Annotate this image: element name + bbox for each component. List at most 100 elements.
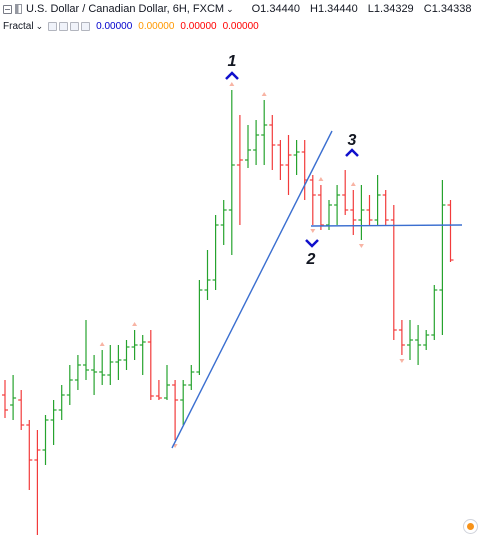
ohlc-bar <box>269 115 276 170</box>
flag-icon <box>15 4 22 14</box>
pattern-marker-1: 1 <box>225 53 239 80</box>
ohlc-bar <box>398 320 405 355</box>
ohlc-bar <box>42 415 49 465</box>
ohlc-bar <box>253 120 260 165</box>
chevron-up-icon <box>345 148 359 157</box>
ohlc-bar <box>245 125 251 168</box>
chevron-down-icon[interactable]: ⌄ <box>226 3 234 14</box>
trendline-rising[interactable] <box>171 130 333 449</box>
pattern-label-3: 3 <box>348 132 357 149</box>
chevron-up-icon <box>225 71 239 80</box>
tradingview-logo-icon[interactable] <box>463 519 478 534</box>
fractal-marker <box>399 359 405 363</box>
ohlc-bar <box>431 285 438 340</box>
ohlc-bar <box>196 280 203 375</box>
ohlc-bar <box>374 175 381 225</box>
ohlc-bar <box>317 185 324 230</box>
ohlc-bar <box>301 140 308 200</box>
open-value: O1.34440 <box>251 3 300 15</box>
ohlc-bar <box>350 190 357 235</box>
indicator-value-3: 0.00000 <box>180 20 217 32</box>
ohlc-bar <box>155 380 162 400</box>
ohlc-bar <box>366 195 373 225</box>
ohlc-bar <box>164 365 170 400</box>
ohlc-bar <box>172 380 179 440</box>
ohlc-bar <box>115 345 122 380</box>
trendline-horizontal[interactable] <box>310 224 463 227</box>
ohlc-bar <box>277 140 284 180</box>
symbol-legend-row: U.S. Dollar / Canadian Dollar, 6H, FXCM … <box>0 1 478 17</box>
ohlc-bar <box>123 340 130 370</box>
fractal-markers-layer <box>99 82 405 448</box>
close-icon[interactable] <box>81 21 91 31</box>
ohlc-bar <box>18 390 25 430</box>
price-bars-layer <box>2 90 454 535</box>
fractal-marker <box>261 92 267 96</box>
ohlc-bar <box>228 90 235 255</box>
close-value: C1.34338 <box>423 3 472 15</box>
ohlc-bar <box>91 355 98 395</box>
ohlc-bar <box>99 350 106 385</box>
chart-legend-header: U.S. Dollar / Canadian Dollar, 6H, FXCM … <box>0 0 500 36</box>
ohlc-bar <box>447 200 454 262</box>
fractal-marker <box>229 82 235 86</box>
ohlc-values: O1.34440 H1.34440 L1.34329 C1.34338 <box>252 3 479 15</box>
ohlc-bar <box>309 175 316 225</box>
ohlc-bar <box>180 380 187 425</box>
fractal-marker <box>310 229 316 233</box>
ohlc-bar <box>147 330 154 400</box>
ohlc-bar <box>390 205 397 340</box>
ohlc-bar <box>334 185 341 225</box>
ohlc-bar <box>326 200 332 230</box>
indicator-value-4: 0.00000 <box>222 20 259 32</box>
indicator-legend-row: Fractal ⌄ 0.00000 0.00000 0.00000 0.0000… <box>0 18 259 34</box>
ohlc-bar <box>10 375 17 420</box>
ohlc-bar <box>293 140 300 175</box>
ohlc-bar <box>107 345 114 385</box>
symbol-title[interactable]: U.S. Dollar / Canadian Dollar, 6H, FXCM <box>26 3 225 15</box>
fractal-marker <box>350 182 356 186</box>
pattern-label-2: 2 <box>306 251 316 268</box>
ohlc-bar <box>74 355 81 390</box>
ohlc-bar <box>407 320 413 360</box>
ohlc-bar <box>382 190 389 225</box>
pattern-label-1: 1 <box>228 53 237 70</box>
ohlc-bar <box>212 215 219 290</box>
indicator-name[interactable]: Fractal <box>3 20 34 32</box>
eye-icon[interactable] <box>48 21 58 31</box>
indicator-value-1: 0.00000 <box>96 20 133 32</box>
ohlc-bar <box>66 365 73 405</box>
fractal-marker <box>358 244 364 248</box>
ohlc-bar <box>139 335 146 375</box>
ohlc-bar <box>83 320 89 380</box>
ohlc-bar <box>285 135 292 195</box>
ohlc-bar <box>415 325 422 365</box>
fractal-marker <box>99 342 105 346</box>
ohlc-bar <box>261 100 268 165</box>
ohlc-bar <box>204 250 211 300</box>
source-code-icon[interactable] <box>70 21 80 31</box>
collapse-icon[interactable] <box>3 4 12 14</box>
ohlc-bar <box>423 330 430 350</box>
indicator-value-2: 0.00000 <box>138 20 175 32</box>
ohlc-bar <box>220 200 227 245</box>
fractal-marker <box>318 177 324 181</box>
pattern-marker-2: 2 <box>305 239 319 268</box>
fractal-marker <box>132 322 138 326</box>
ohlc-bar <box>26 420 33 490</box>
ohlc-bar <box>2 380 8 418</box>
pattern-marker-3: 3 <box>345 132 359 157</box>
gear-icon[interactable] <box>59 21 69 31</box>
high-value: H1.34440 <box>310 3 358 15</box>
ohlc-bar <box>342 170 349 215</box>
ohlc-bar <box>358 185 365 240</box>
chevron-down-icon[interactable]: ⌄ <box>35 20 44 31</box>
ohlc-bar <box>439 180 446 335</box>
ohlc-bar <box>131 330 138 360</box>
chevron-down-icon <box>305 239 319 248</box>
ohlc-bar <box>236 115 243 225</box>
ohlc-bar <box>58 385 65 420</box>
ohlc-bar <box>188 365 195 390</box>
low-value: L1.34329 <box>367 3 414 15</box>
